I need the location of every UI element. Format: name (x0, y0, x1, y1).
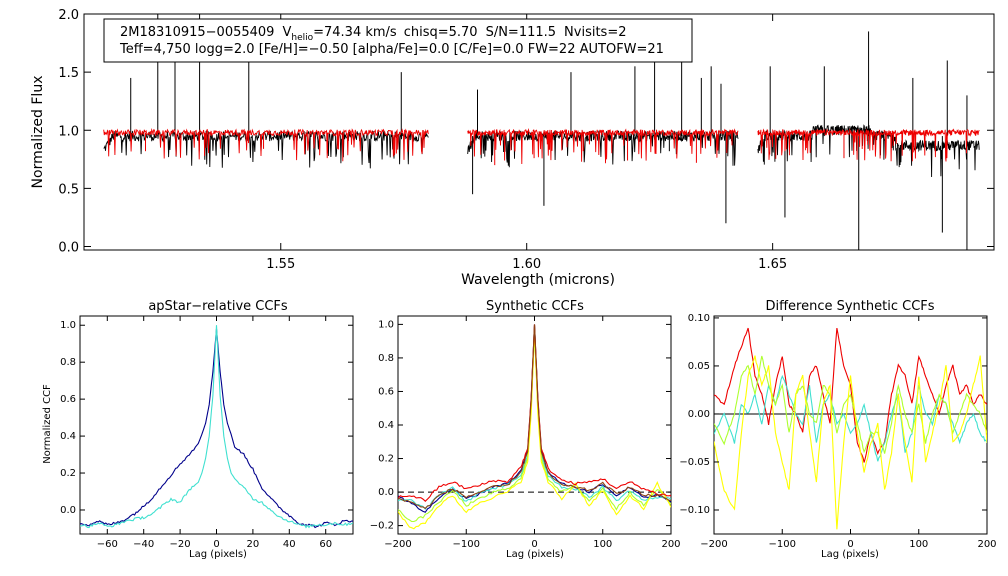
y-tick-label: 0.8 (60, 357, 76, 368)
x-tick-label: 200 (977, 539, 996, 550)
x-tick-label: 1.65 (758, 257, 787, 272)
info-line-2: Teff=4,750 logg=2.0 [Fe/H]=−0.50 [alpha/… (119, 42, 664, 57)
visit-2-line (80, 325, 353, 529)
apstar-ccf-traces (80, 325, 353, 529)
synthetic-ccf-ticks: −200 −100 0 100 200 −0.2 0.0 0.2 0.4 0.6 0.8 1.0 (370, 316, 681, 550)
model-spectrum-segment (467, 128, 739, 165)
y-tick-label: −0.05 (679, 457, 710, 468)
y-tick-label: 2.0 (58, 8, 79, 23)
y-tick-label: 0.4 (378, 420, 394, 431)
y-tick-label: 1.0 (60, 320, 76, 331)
x-tick-label: 20 (247, 539, 260, 550)
x-tick-label: 100 (593, 539, 612, 550)
observed-spectrum-segment (467, 130, 739, 168)
y-tick-label: 0.6 (60, 394, 76, 405)
spectrum-ticks: 1.55 1.60 1.65 0.0 0.5 1.0 1.5 2.0 (58, 8, 994, 272)
x-tick-label: 40 (283, 539, 296, 550)
y-tick-label: −0.2 (370, 521, 394, 532)
difference-ccf-ticks: −200 −100 0 100 200 −0.10 −0.05 0.00 0.05 0.10 (679, 313, 996, 550)
x-tick-label: 0 (531, 539, 537, 550)
spectrum-traces (103, 14, 980, 250)
spectrum-panel: 1.55 1.60 1.65 0.0 0.5 1.0 1.5 2.0 2M18310915−0… (30, 8, 995, 288)
observed-spectrum-segment (103, 129, 429, 169)
x-tick-label: −60 (97, 539, 118, 550)
apstar-ccf-title: apStar−relative CCFs (148, 299, 288, 314)
x-tick-label: 100 (909, 539, 928, 550)
ccf-3-line (398, 329, 671, 523)
x-tick-label: −200 (700, 539, 727, 550)
x-tick-label: 60 (319, 539, 332, 550)
y-tick-label: 0.2 (378, 454, 394, 465)
x-tick-label: 1.55 (266, 257, 295, 272)
y-tick-label: 0.0 (58, 241, 79, 256)
x-tick-label: 0 (213, 539, 219, 550)
difference-ccf-frame (713, 315, 988, 535)
apstar-ccf-x-label: Lag (pixels) (189, 549, 247, 560)
ccf-5-line (398, 324, 671, 502)
synthetic-ccf-traces (398, 324, 671, 530)
y-tick-label: 0.0 (60, 505, 76, 516)
model-spectrum-segment (757, 128, 980, 162)
y-tick-label: 0.4 (60, 431, 76, 442)
info-line-1: 2M18310915−0055409 Vhelio=74.34 km/s chisq… (120, 25, 627, 43)
apstar-ccf-panel: apStar−relative CCFs −60 −40 −20 0 20 40 60 0.0… (42, 299, 354, 560)
synthetic-ccf-panel: Synthetic CCFs −200 −100 0 100 200 −0.2 0.0 0.2… (370, 299, 681, 560)
synthetic-ccf-x-label: Lag (pixels) (506, 549, 564, 560)
y-tick-label: 1.5 (58, 66, 79, 81)
x-tick-label: −200 (384, 539, 411, 550)
x-tick-label: −40 (133, 539, 154, 550)
x-tick-label: 1.60 (512, 257, 541, 272)
spectrum-plot-frame (83, 13, 995, 251)
synthetic-ccf-title: Synthetic CCFs (486, 299, 584, 314)
info-box (103, 18, 693, 63)
y-tick-label: 0.10 (688, 313, 710, 324)
visit-1-line (80, 328, 353, 529)
spectrum-x-axis-label: Wavelength (microns) (461, 272, 615, 288)
x-tick-label: −100 (769, 539, 796, 550)
y-tick-label: −0.10 (679, 505, 710, 516)
model-spectrum-segment (103, 128, 429, 162)
ccf-6-line (398, 324, 671, 510)
x-tick-label: 0 (847, 539, 853, 550)
y-tick-label: 0.00 (688, 409, 710, 420)
apstar-ccf-frame (79, 315, 354, 535)
y-tick-label: 0.0 (378, 487, 394, 498)
x-tick-label: 200 (661, 539, 680, 550)
y-tick-label: 0.5 (58, 182, 79, 197)
difference-ccf-x-label: Lag (pixels) (821, 549, 879, 560)
difference-ccf-traces (714, 327, 987, 530)
spectrum-y-axis-label: Normalized Flux (30, 76, 46, 189)
y-tick-label: 0.05 (688, 361, 710, 372)
y-tick-label: 1.0 (58, 124, 79, 139)
diff-4-line (714, 355, 987, 530)
y-tick-label: 1.0 (378, 319, 394, 330)
x-tick-label: −100 (453, 539, 480, 550)
apstar-ccf-y-label: Normalized CCF (42, 384, 53, 464)
y-tick-label: 0.6 (378, 386, 394, 397)
y-tick-label: 0.2 (60, 468, 76, 479)
ccf-1-line (398, 324, 671, 513)
apstar-ccf-ticks: −60 −40 −20 0 20 40 60 0.0 0.2 0.4 0.6 0.8 1.0 (60, 316, 353, 550)
difference-ccf-title: Difference Synthetic CCFs (765, 299, 934, 314)
y-tick-label: 0.8 (378, 353, 394, 364)
difference-ccf-panel: Difference Synthetic CCFs −200 −100 0 100 20… (679, 299, 996, 560)
synthetic-ccf-frame (397, 315, 672, 535)
x-tick-label: −20 (170, 539, 191, 550)
